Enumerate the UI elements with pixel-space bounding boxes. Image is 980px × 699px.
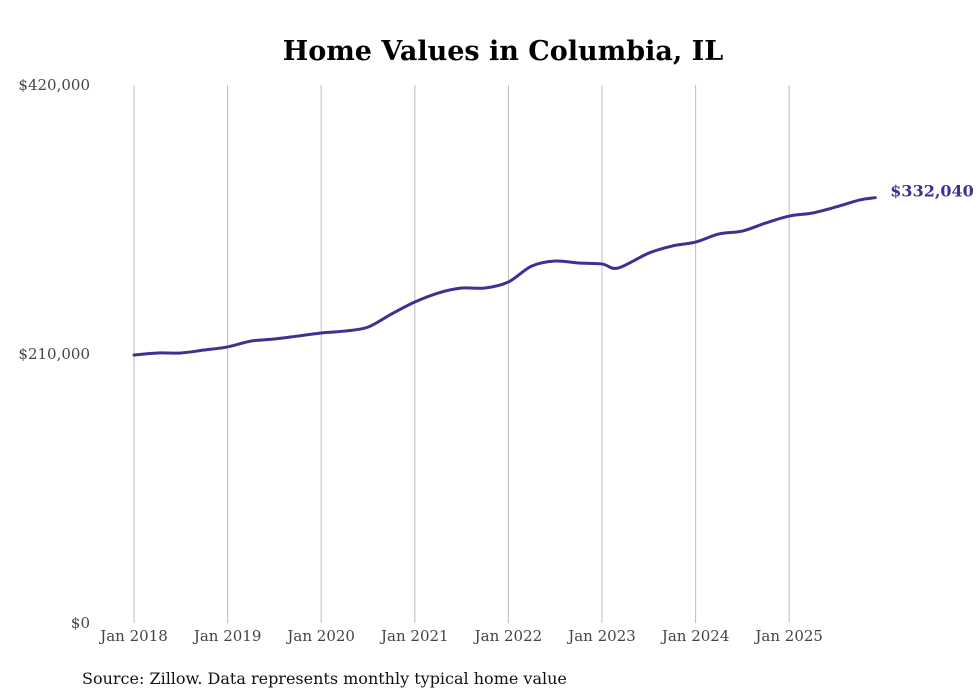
- gridlines: [133, 85, 790, 623]
- y-tick-label: $210,000: [18, 345, 90, 363]
- x-tick-label: Jan 2022: [473, 627, 543, 645]
- y-tick-label: $420,000: [18, 76, 90, 94]
- x-tick-label: Jan 2023: [566, 627, 636, 645]
- x-tick-label: Jan 2020: [285, 627, 355, 645]
- chart-title: Home Values in Columbia, IL: [283, 36, 724, 67]
- x-tick-label: Jan 2024: [660, 627, 730, 645]
- source-note: Source: Zillow. Data represents monthly …: [82, 669, 567, 688]
- y-axis: $0 $210,000 $420,000: [18, 76, 90, 632]
- x-tick-label: Jan 2021: [379, 627, 449, 645]
- x-axis: Jan 2018 Jan 2019 Jan 2020 Jan 2021 Jan 2022…: [98, 627, 823, 645]
- series-line: [132, 196, 877, 357]
- x-tick-label: Jan 2019: [192, 627, 262, 645]
- y-tick-label: $0: [71, 614, 90, 632]
- end-value-label: $332,040: [890, 182, 974, 201]
- x-tick-label: Jan 2018: [98, 627, 168, 645]
- x-tick-label: Jan 2025: [753, 627, 823, 645]
